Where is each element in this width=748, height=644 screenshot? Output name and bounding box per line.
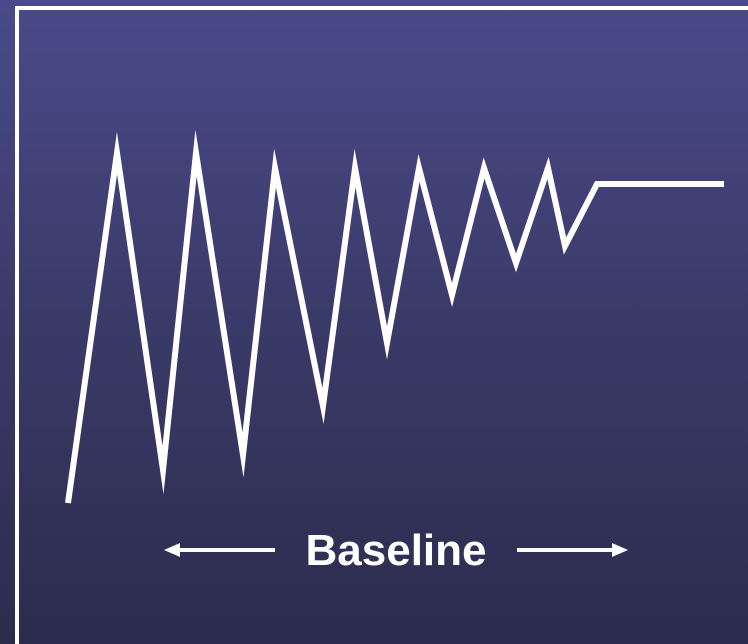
- frame-border: [15, 6, 748, 644]
- baseline-right-arrow: [517, 543, 628, 557]
- oscillation-waveform: [65, 129, 724, 504]
- baseline-label: Baseline: [306, 526, 487, 575]
- baseline-left-arrow: [164, 543, 275, 557]
